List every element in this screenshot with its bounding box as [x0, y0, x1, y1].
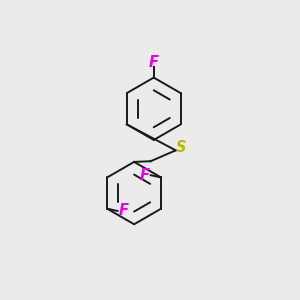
Text: F: F	[149, 55, 159, 70]
Text: S: S	[176, 140, 187, 155]
Text: F: F	[140, 168, 150, 183]
Text: F: F	[118, 203, 128, 218]
